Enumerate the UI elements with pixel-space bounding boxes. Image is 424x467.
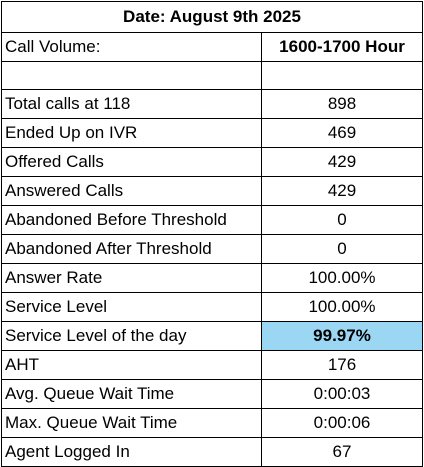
metric-value: 429 xyxy=(260,147,424,177)
table-row: Offered Calls 429 xyxy=(1,147,424,177)
report-date-title: Date: August 9th 2025 xyxy=(0,1,424,33)
metric-value: 0:00:06 xyxy=(260,408,424,438)
table-row: Agent Logged In 67 xyxy=(1,437,424,467)
metric-label: Service Level of the day xyxy=(1,321,262,351)
table-row: Abandoned After Threshold 0 xyxy=(1,234,424,264)
metric-label: AHT xyxy=(1,350,262,380)
metric-value: 898 xyxy=(260,89,424,119)
metric-label: Answered Calls xyxy=(1,176,262,206)
metric-value: 100.00% xyxy=(260,263,424,293)
table-row: AHT 176 xyxy=(1,350,424,380)
blank-cell xyxy=(260,61,424,90)
metric-value: 0:00:03 xyxy=(260,379,424,409)
metric-label: Answer Rate xyxy=(1,263,262,293)
metric-value: 0 xyxy=(260,205,424,235)
daily-service-level-value: 99.97% xyxy=(260,321,424,351)
metric-label: Service Level xyxy=(1,292,262,322)
metric-value: 100.00% xyxy=(260,292,424,322)
table-row: Total calls at 118 898 xyxy=(1,89,424,119)
metric-label: Abandoned Before Threshold xyxy=(1,205,262,235)
table-row: Ended Up on IVR 469 xyxy=(1,118,424,148)
metric-label: Offered Calls xyxy=(1,147,262,177)
metric-label: Agent Logged In xyxy=(1,437,262,467)
hour-range-value: 1600-1700 Hour xyxy=(260,32,424,62)
metric-label: Max. Queue Wait Time xyxy=(1,408,262,438)
metric-label: Ended Up on IVR xyxy=(1,118,262,148)
blank-row xyxy=(1,61,424,90)
title-row: Date: August 9th 2025 xyxy=(0,1,424,33)
table-row: Abandoned Before Threshold 0 xyxy=(1,205,424,235)
metric-value: 0 xyxy=(260,234,424,264)
metric-label: Total calls at 118 xyxy=(1,89,262,119)
table-row: Avg. Queue Wait Time 0:00:03 xyxy=(1,379,424,409)
metric-label: Abandoned After Threshold xyxy=(1,234,262,264)
metric-value: 429 xyxy=(260,176,424,206)
table-row: Service Level of the day 99.97% xyxy=(1,321,424,351)
table-row: Answer Rate 100.00% xyxy=(1,263,424,293)
table-row: Max. Queue Wait Time 0:00:06 xyxy=(1,408,424,438)
metric-label: Avg. Queue Wait Time xyxy=(1,379,262,409)
call-volume-label: Call Volume: xyxy=(1,32,262,62)
table-row: Service Level 100.00% xyxy=(1,292,424,322)
blank-cell xyxy=(1,61,262,90)
metric-value: 67 xyxy=(260,437,424,467)
table-row: Answered Calls 429 xyxy=(1,176,424,206)
metric-value: 176 xyxy=(260,350,424,380)
header-row: Call Volume: 1600-1700 Hour xyxy=(1,32,424,62)
metric-value: 469 xyxy=(260,118,424,148)
